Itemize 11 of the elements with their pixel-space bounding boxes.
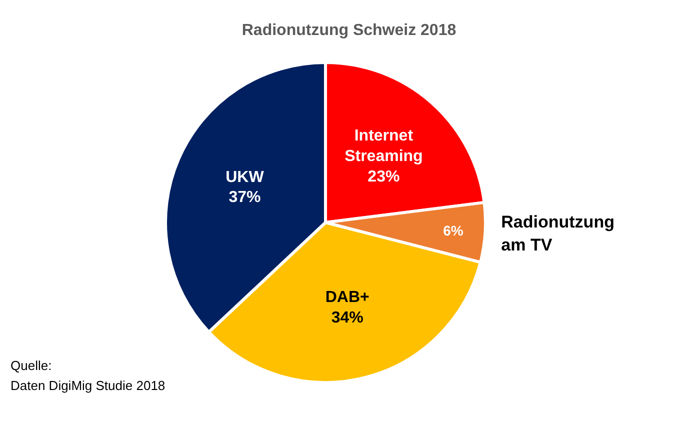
slice-label: Radionutzung am TV (501, 212, 614, 254)
slice-label: Internet Streaming (344, 128, 423, 165)
data-label: 34% (331, 309, 364, 326)
slice-label: DAB+ (325, 289, 370, 306)
slice-label: UKW (226, 168, 265, 186)
data-label: 37% (228, 189, 261, 206)
data-label: 6% (443, 222, 464, 239)
source-note: Quelle: (10, 358, 52, 373)
data-label: 23% (368, 168, 400, 186)
chart-title: Radionutzung Schweiz 2018 (242, 22, 456, 39)
text: Daten DigiMig Studie 2018 (10, 378, 166, 393)
